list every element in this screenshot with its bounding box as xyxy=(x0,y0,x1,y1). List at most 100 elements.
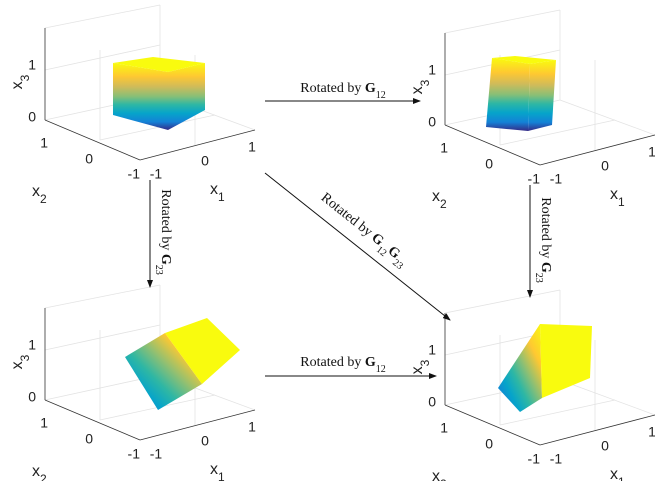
axis-line xyxy=(540,415,655,445)
axis-label-sub: 3 xyxy=(418,79,432,86)
axis-label-sub: 2 xyxy=(440,477,447,481)
axis-label-sub: 2 xyxy=(440,197,447,211)
axis-label-base: x xyxy=(432,468,440,481)
arrow-label: Rotated by G23 xyxy=(154,189,174,274)
tick-label: -1 xyxy=(528,171,541,187)
tick-label: -1 xyxy=(528,451,541,467)
axis-label-base: x xyxy=(32,463,40,480)
matrix-subscript: 12 xyxy=(376,364,386,375)
axis-line xyxy=(140,410,255,440)
tick-label: 1 xyxy=(428,62,436,78)
axis-label: x3 xyxy=(409,359,432,374)
cube-face xyxy=(486,58,530,131)
arrow-label: Rotated by G12 xyxy=(300,355,385,375)
matrix-symbol: G xyxy=(158,254,173,265)
arrow-label-prefix: Rotated by xyxy=(318,190,378,242)
axis-label-base: x xyxy=(409,86,426,94)
axis-label: x3 xyxy=(9,74,32,89)
tick-label: 0 xyxy=(201,433,209,449)
tick-label: 1 xyxy=(40,415,48,431)
tick-label: 1 xyxy=(440,420,448,436)
matrix-symbol: G xyxy=(538,262,553,273)
tick-label: 0 xyxy=(601,158,609,174)
grid-line xyxy=(45,5,160,28)
axis-label-sub: 3 xyxy=(418,359,432,366)
tick-label: 1 xyxy=(648,144,655,160)
axis-label: x1 xyxy=(210,181,225,204)
axis-label: x2 xyxy=(32,183,47,206)
tick-label: 0 xyxy=(85,431,93,447)
matrix-symbol: G xyxy=(365,355,376,370)
arrow-label-prefix: Rotated by xyxy=(300,81,365,96)
matrix-subscript: 23 xyxy=(534,273,545,283)
matrix-subscript: 23 xyxy=(154,265,165,275)
arrow xyxy=(265,173,450,320)
grid-line xyxy=(445,290,560,313)
axis-label: x1 xyxy=(610,186,625,209)
axis-label-base: x xyxy=(9,361,26,369)
matrix-symbol: G xyxy=(365,81,376,96)
tick-label: 0 xyxy=(485,156,493,172)
tick-label: 1 xyxy=(28,337,36,353)
axis-label-sub: 1 xyxy=(618,195,625,209)
axis-line xyxy=(140,130,255,160)
figure: 01-101-101x3x2x101-101-101x3x2x101-101-1… xyxy=(0,0,655,481)
axis-label: x2 xyxy=(32,463,47,481)
tick-label: 1 xyxy=(248,419,256,435)
tick-label: 1 xyxy=(28,57,36,73)
axis-label: x2 xyxy=(432,188,447,211)
axis-label: x2 xyxy=(432,468,447,481)
axis-label-sub: 3 xyxy=(18,74,32,81)
axis-label-base: x xyxy=(210,181,218,198)
tick-label: 0 xyxy=(485,436,493,452)
tick-label: -1 xyxy=(150,446,163,462)
axis-label-sub: 2 xyxy=(40,192,47,206)
axis-label-base: x xyxy=(32,183,40,200)
tick-label: 1 xyxy=(248,139,256,155)
axis-label-base: x xyxy=(610,186,618,203)
cube-face xyxy=(528,60,556,131)
grid-line xyxy=(45,285,160,308)
tick-label: -1 xyxy=(550,451,563,467)
cube-face xyxy=(498,324,542,412)
tick-label: -1 xyxy=(128,166,141,182)
axis-label-base: x xyxy=(610,466,618,481)
axis-label-sub: 1 xyxy=(218,470,225,481)
arrow-label: Rotated by G23 xyxy=(534,197,554,282)
tick-label: 0 xyxy=(85,151,93,167)
grid-line xyxy=(445,10,560,33)
arrow-label-prefix: Rotated by xyxy=(300,355,365,370)
axis-label-base: x xyxy=(432,188,440,205)
axis-label-base: x xyxy=(210,461,218,478)
axis-label: x1 xyxy=(210,461,225,481)
grid-line xyxy=(45,325,160,350)
tick-label: 1 xyxy=(428,342,436,358)
tick-label: 0 xyxy=(601,438,609,454)
axis-line xyxy=(540,135,655,165)
axis-label-sub: 1 xyxy=(618,475,625,481)
tick-label: 0 xyxy=(428,394,436,410)
tick-label: 1 xyxy=(40,135,48,151)
axis-label-sub: 2 xyxy=(40,472,47,481)
cube-face xyxy=(113,63,168,130)
arrow-label: Rotated by G12G23 xyxy=(315,190,410,271)
axis-label-sub: 3 xyxy=(18,354,32,361)
tick-label: 0 xyxy=(428,114,436,130)
axis-label-sub: 1 xyxy=(218,190,225,204)
tick-label: 1 xyxy=(440,140,448,156)
tick-label: -1 xyxy=(550,171,563,187)
cube-face xyxy=(540,324,592,398)
matrix-subscript: 12 xyxy=(376,90,386,101)
axis-label-base: x xyxy=(9,81,26,89)
axis-label: x1 xyxy=(610,466,625,481)
tick-label: -1 xyxy=(128,446,141,462)
axis-label: x3 xyxy=(9,354,32,369)
tick-label: -1 xyxy=(150,166,163,182)
tick-label: 0 xyxy=(201,153,209,169)
arrow-label: Rotated by G12 xyxy=(300,81,385,101)
tick-label: 0 xyxy=(28,389,36,405)
tick-label: 0 xyxy=(28,109,36,125)
arrow-label-prefix: Rotated by xyxy=(538,197,553,262)
tick-label: 1 xyxy=(648,424,655,440)
